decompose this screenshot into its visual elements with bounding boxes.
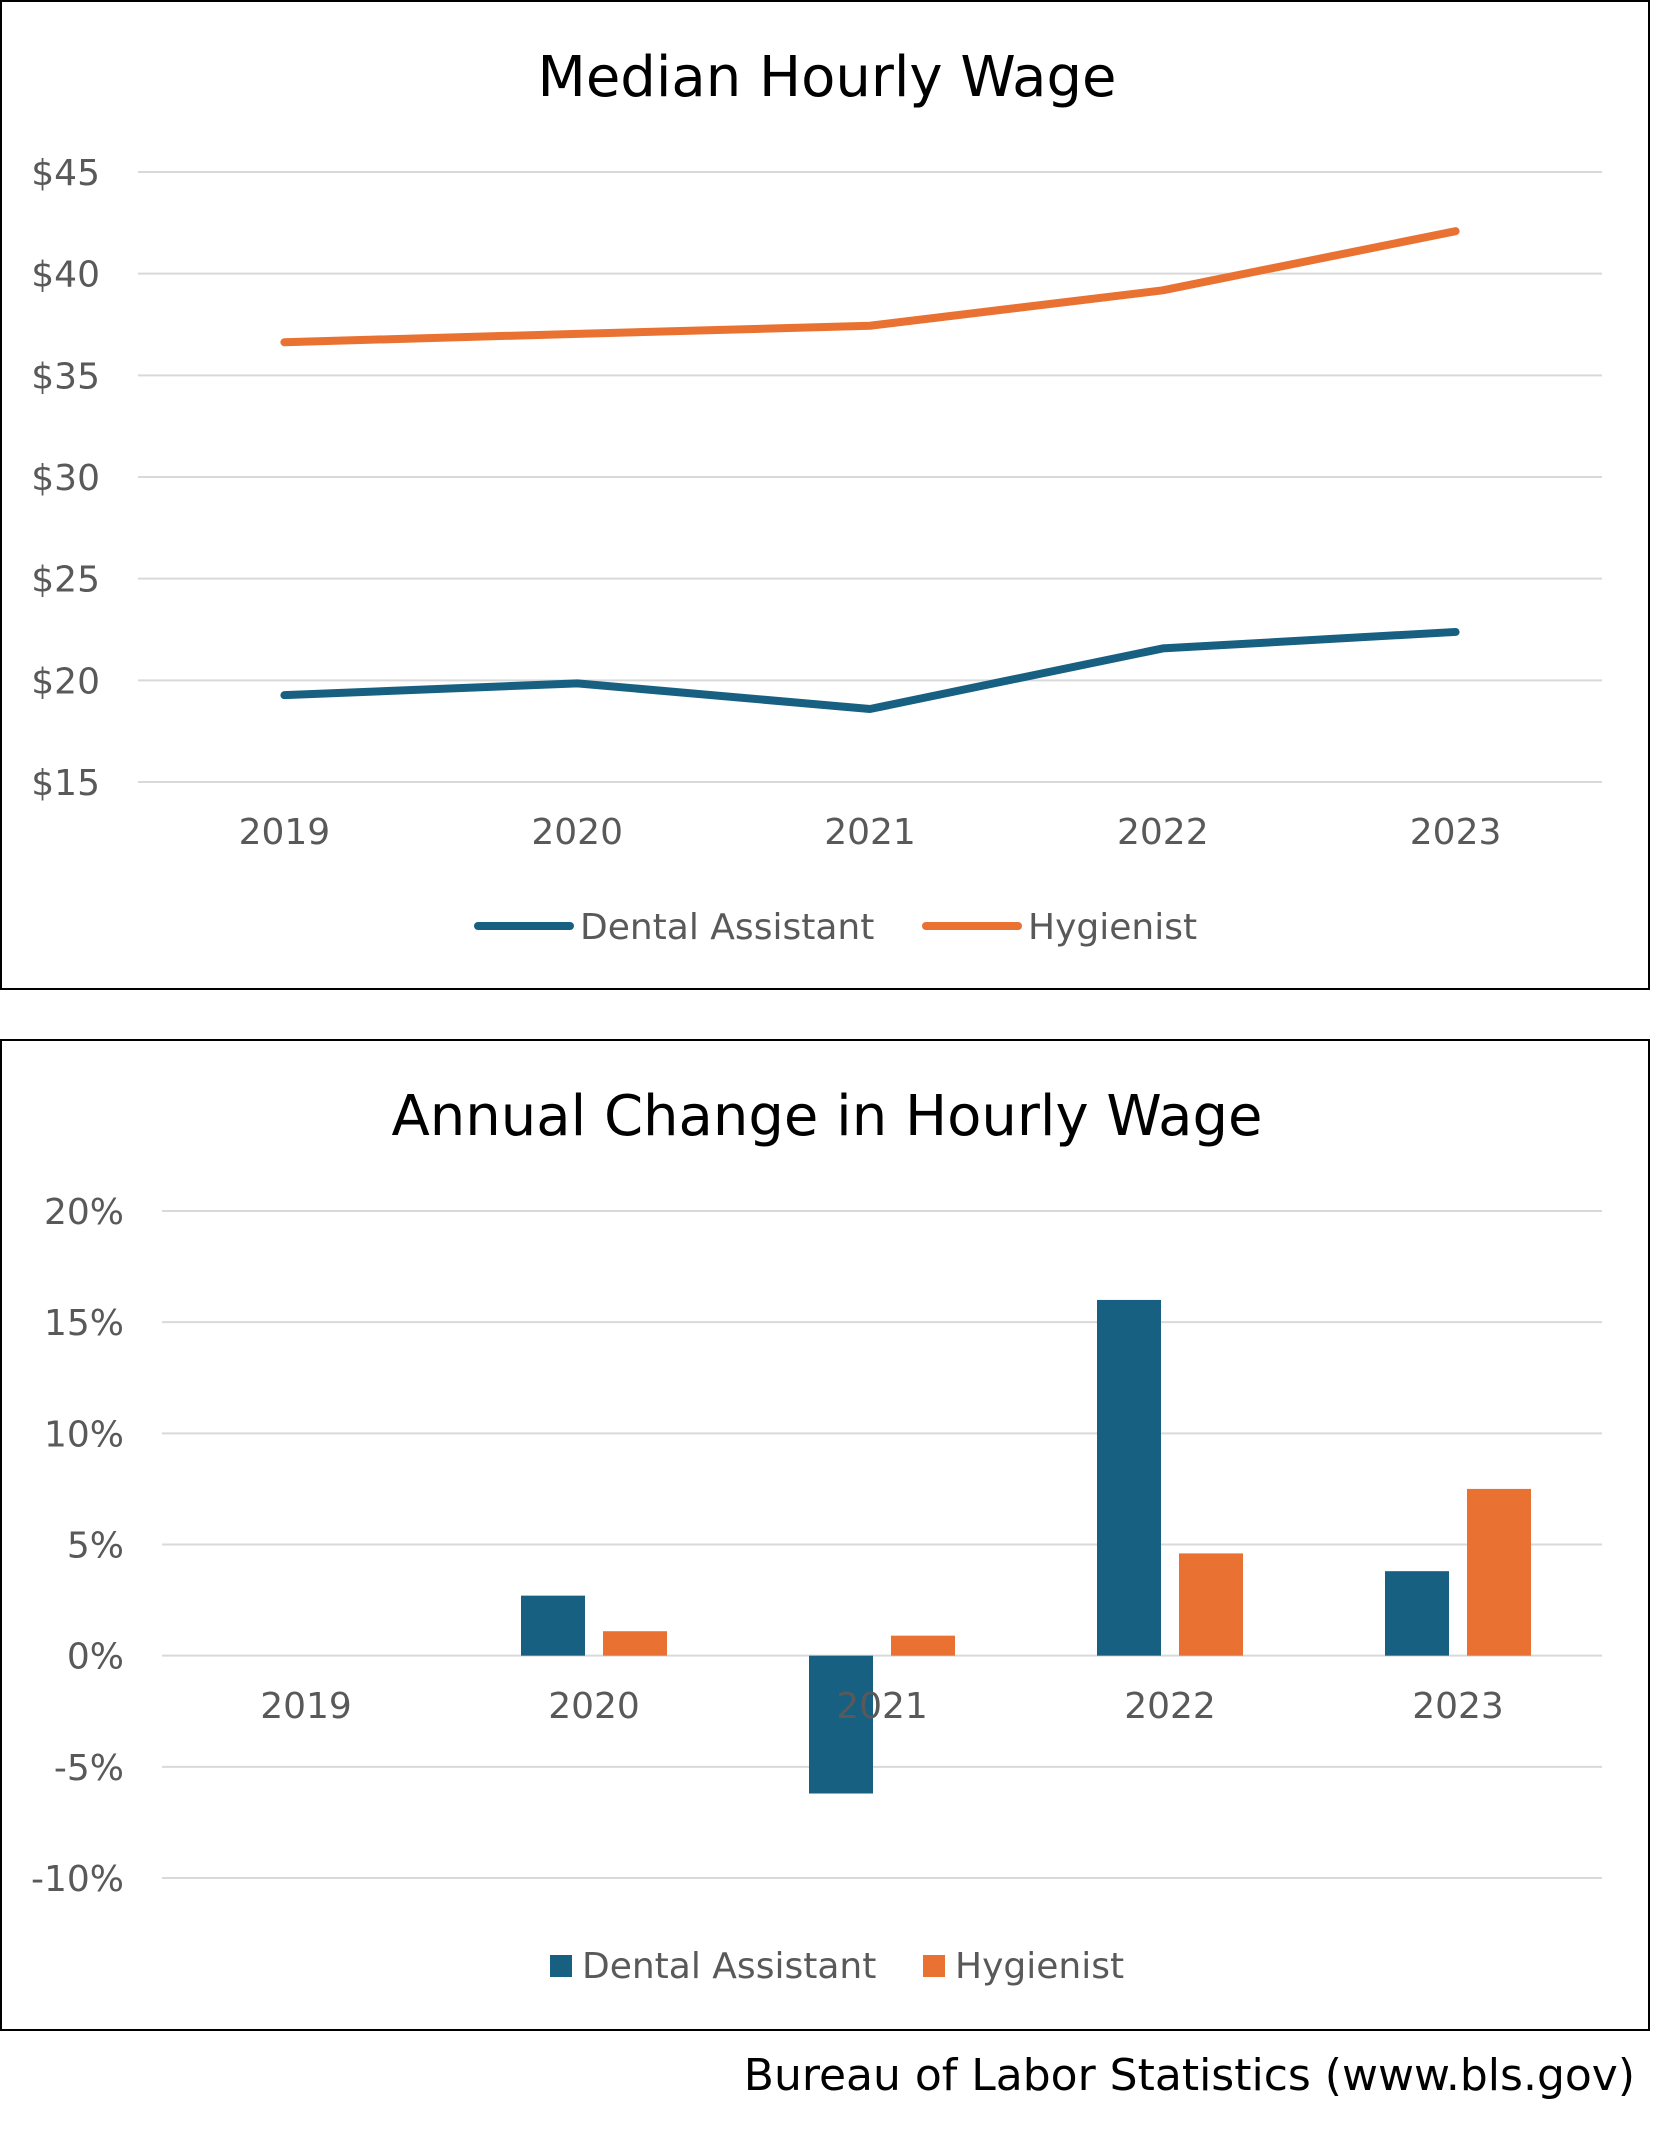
y-tick-label: 0% <box>67 1637 124 1678</box>
bar-hygienist <box>1179 1553 1243 1656</box>
bar-dental-assistant <box>521 1595 585 1656</box>
y-tick-label: $45 <box>31 153 100 194</box>
bar-dental-assistant <box>1385 1571 1449 1656</box>
bar-hygienist <box>1467 1488 1531 1656</box>
y-tick-label: $20 <box>31 661 100 702</box>
y-tick-label: $40 <box>31 255 100 296</box>
chart-title: Annual Change in Hourly Wage <box>391 1084 1262 1149</box>
x-tick-label: 2023 <box>1412 1686 1504 1727</box>
x-tick-label: 2021 <box>824 812 916 853</box>
annual-change-chart: Annual Change in Hourly Wage -10% -5% 0% 5% 1… <box>0 1039 1650 2031</box>
legend-label: Hygienist <box>1028 907 1197 948</box>
y-tick-label: -10% <box>31 1859 124 1900</box>
y-tick-label: $15 <box>31 763 100 804</box>
x-tick-label: 2020 <box>548 1686 640 1727</box>
y-tick-label: $30 <box>31 458 100 499</box>
y-tick-label: 20% <box>44 1192 124 1233</box>
line-chart-svg: Median Hourly Wage $15 $20 $25 $30 $35 $40 $45 2… <box>31 45 1602 948</box>
x-tick-label: 2021 <box>836 1686 928 1727</box>
legend-swatch <box>550 1955 572 1977</box>
source-credit: Bureau of Labor Statistics (www.bls.gov) <box>743 2050 1635 2101</box>
median-hourly-wage-chart: Median Hourly Wage $15 $20 $25 $30 $35 $40 $45 2… <box>0 0 1650 990</box>
x-tick-label: 2022 <box>1117 812 1209 853</box>
x-tick-label: 2023 <box>1410 812 1502 853</box>
y-tick-label: 5% <box>67 1526 124 1567</box>
legend-label: Dental Assistant <box>582 1946 876 1987</box>
legend-swatch <box>923 1955 945 1977</box>
legend-label: Hygienist <box>955 1946 1124 1987</box>
x-tick-label: 2019 <box>260 1686 352 1727</box>
y-tick-label: -5% <box>54 1748 124 1789</box>
chart-title: Median Hourly Wage <box>538 45 1117 110</box>
bar-hygienist <box>603 1631 667 1656</box>
y-tick-label: $35 <box>31 356 100 397</box>
series-line-hygienist <box>280 227 1460 347</box>
y-tick-label: 10% <box>44 1414 124 1455</box>
x-tick-label: 2019 <box>239 812 331 853</box>
y-tick-label: 15% <box>44 1303 124 1344</box>
bar-dental-assistant <box>809 1655 873 1794</box>
series-line-dental-assistant <box>280 627 1460 714</box>
x-tick-label: 2020 <box>531 812 623 853</box>
legend-label: Dental Assistant <box>580 907 874 948</box>
bar-chart-svg: Annual Change in Hourly Wage -10% -5% 0% 5% 1… <box>31 1084 1602 1987</box>
bar-dental-assistant <box>1097 1299 1161 1656</box>
x-tick-label: 2022 <box>1124 1686 1216 1727</box>
y-tick-label: $25 <box>31 560 100 601</box>
bar-hygienist <box>891 1635 955 1656</box>
